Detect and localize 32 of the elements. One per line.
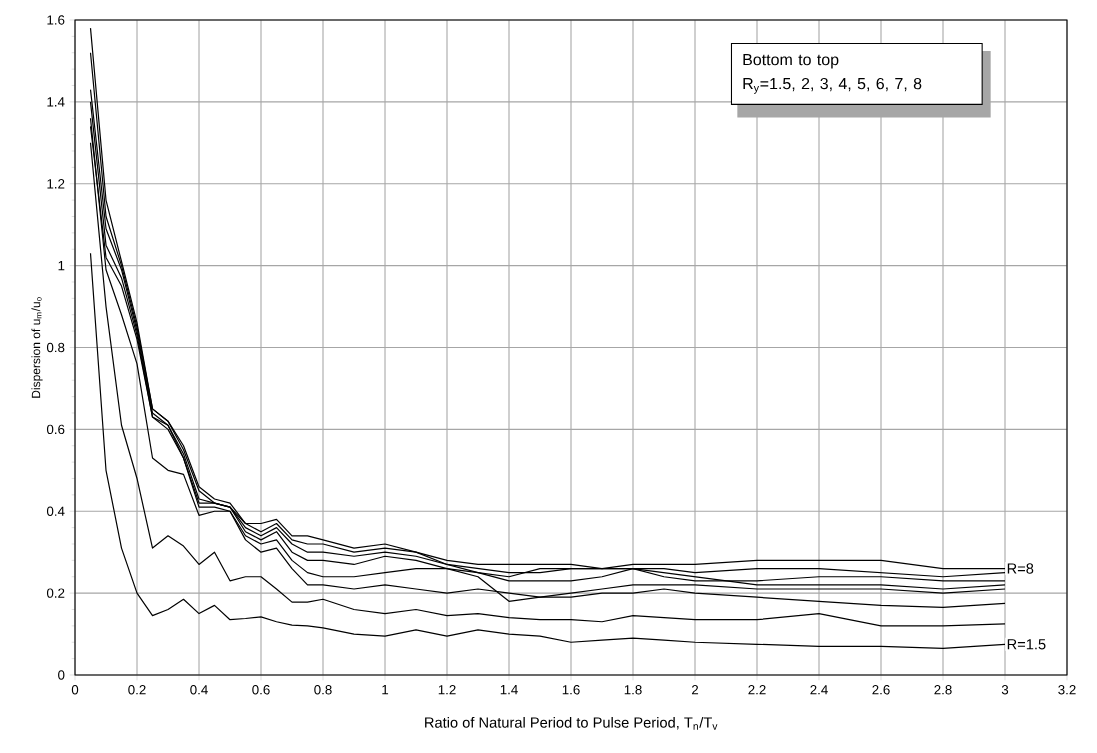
x-tick-label: 3.2 <box>1058 685 1076 695</box>
series-label: R=1.5 <box>1007 639 1046 650</box>
x-tick-label: 1 <box>382 685 389 695</box>
series-label: R=8 <box>1007 563 1034 574</box>
x-tick-label: 2.6 <box>872 685 890 695</box>
x-tick-label: 3 <box>1001 685 1009 695</box>
x-tick-label: 1.4 <box>500 685 518 695</box>
y-tick-label: 0.6 <box>46 424 65 435</box>
x-tick-label: 0.2 <box>128 685 146 695</box>
y-tick-label: 1.2 <box>47 179 65 189</box>
y-tick-label: 0.8 <box>46 342 65 353</box>
y-tick-label: 1.6 <box>47 15 65 25</box>
y-tick-label: 1.4 <box>47 97 65 107</box>
x-tick-label: 0.4 <box>190 685 208 695</box>
y-tick-label: 0.2 <box>46 588 65 598</box>
annotation: R$_{y}$=1.5, 2, 3, 4, 5, 6, 7, 8 <box>743 77 922 94</box>
x-tick-label: 1.8 <box>624 685 642 695</box>
x-tick-label: 2 <box>691 685 699 695</box>
x-tick-label: 1.2 <box>438 685 456 695</box>
y-axis-title: Dispersion of u$_{m}$/u$_{o}$ <box>31 297 43 398</box>
x-tick-label: 0.8 <box>314 685 332 695</box>
x-tick-label: 0.6 <box>252 685 270 695</box>
y-tick-label: 1 <box>58 261 65 271</box>
x-tick-label: 2.2 <box>748 685 766 695</box>
x-tick-label: 0 <box>71 685 79 695</box>
annotation: Bottom to top <box>743 54 839 69</box>
y-tick-label: 0.4 <box>46 506 65 516</box>
x-tick-label: 1.6 <box>562 685 580 695</box>
x-tick-label: 2.8 <box>934 685 952 695</box>
x-tick-label: 2.4 <box>810 685 828 695</box>
y-tick-label: 0 <box>58 670 65 680</box>
x-axis-title: Ratio of Natural Period to Pulse Period, T$_{n}$/T$_{v}$ <box>425 716 718 730</box>
